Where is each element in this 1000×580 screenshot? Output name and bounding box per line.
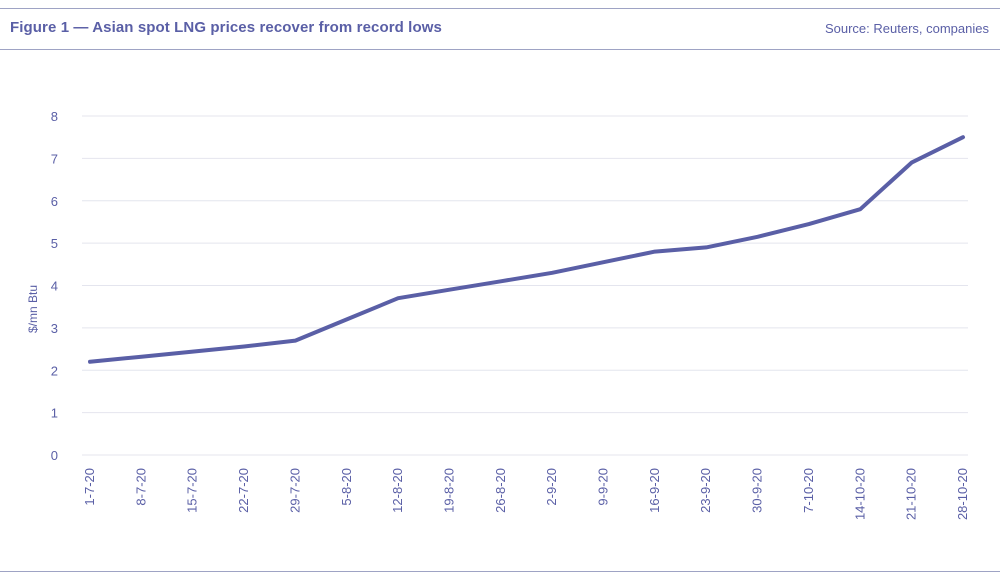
- x-tick-label: 19-8-20: [441, 468, 456, 513]
- y-tick-label: 1: [51, 406, 58, 421]
- y-tick-label: 5: [51, 236, 58, 251]
- data-point: [88, 360, 92, 364]
- x-tick-label: 23-9-20: [698, 468, 713, 513]
- data-point: [961, 135, 965, 139]
- y-tick-label: 8: [51, 109, 58, 124]
- x-tick-label: 30-9-20: [750, 468, 765, 513]
- data-point: [447, 288, 451, 292]
- x-tick-label: 22-7-20: [236, 468, 251, 513]
- data-point: [807, 222, 811, 226]
- y-tick-label: 0: [51, 448, 58, 463]
- series-line-0: [88, 135, 965, 364]
- data-point: [242, 345, 246, 349]
- data-point: [139, 355, 143, 359]
- x-tick-label: 1-7-20: [82, 468, 97, 506]
- y-tick-label: 2: [51, 363, 58, 378]
- data-point: [396, 296, 400, 300]
- y-axis-label: $/mn Btu: [26, 285, 40, 333]
- data-point: [550, 271, 554, 275]
- bottom-rule: [0, 571, 1000, 572]
- series-group: [88, 135, 965, 364]
- figure-source: Source: Reuters, companies: [824, 21, 989, 36]
- x-axis-ticks: 1-7-20 8-7-20 15-7-20 22-7-20 29-7-20 5-8-20 1…: [82, 468, 970, 520]
- data-point: [756, 235, 760, 239]
- data-point: [704, 245, 708, 249]
- gridlines: [82, 115, 968, 456]
- data-point: [345, 317, 349, 321]
- top-rule: [0, 8, 1000, 9]
- x-tick-label: 8-7-20: [133, 468, 148, 506]
- y-tick-label: 4: [51, 279, 58, 294]
- x-tick-label: 9-9-20: [596, 468, 611, 506]
- x-tick-label: 15-7-20: [185, 468, 200, 513]
- data-point: [499, 279, 503, 283]
- y-tick-label: 3: [51, 321, 58, 336]
- x-tick-label: 2-9-20: [544, 468, 559, 506]
- data-point: [910, 161, 914, 165]
- x-tick-label: 14-10-20: [852, 468, 867, 520]
- x-tick-label: 21-10-20: [904, 468, 919, 520]
- data-point: [653, 250, 657, 254]
- x-tick-label: 26-8-20: [493, 468, 508, 513]
- x-tick-label: 12-8-20: [390, 468, 405, 513]
- figure-title: Figure 1 — Asian spot LNG prices recover…: [10, 19, 442, 36]
- x-tick-label: 28-10-20: [955, 468, 970, 520]
- x-tick-label: 29-7-20: [287, 468, 302, 513]
- data-point: [602, 260, 606, 264]
- y-axis-ticks: 0 1 2 3 4 5 6 7 8: [51, 109, 58, 463]
- x-tick-label: 5-8-20: [339, 468, 354, 506]
- data-point: [858, 207, 862, 211]
- x-tick-label: 16-9-20: [647, 468, 662, 513]
- x-tick-label: 7-10-20: [801, 468, 816, 513]
- y-tick-label: 7: [51, 151, 58, 166]
- data-point: [191, 350, 195, 354]
- data-point: [293, 339, 297, 343]
- header-rule: [0, 49, 1000, 50]
- y-tick-label: 6: [51, 194, 58, 209]
